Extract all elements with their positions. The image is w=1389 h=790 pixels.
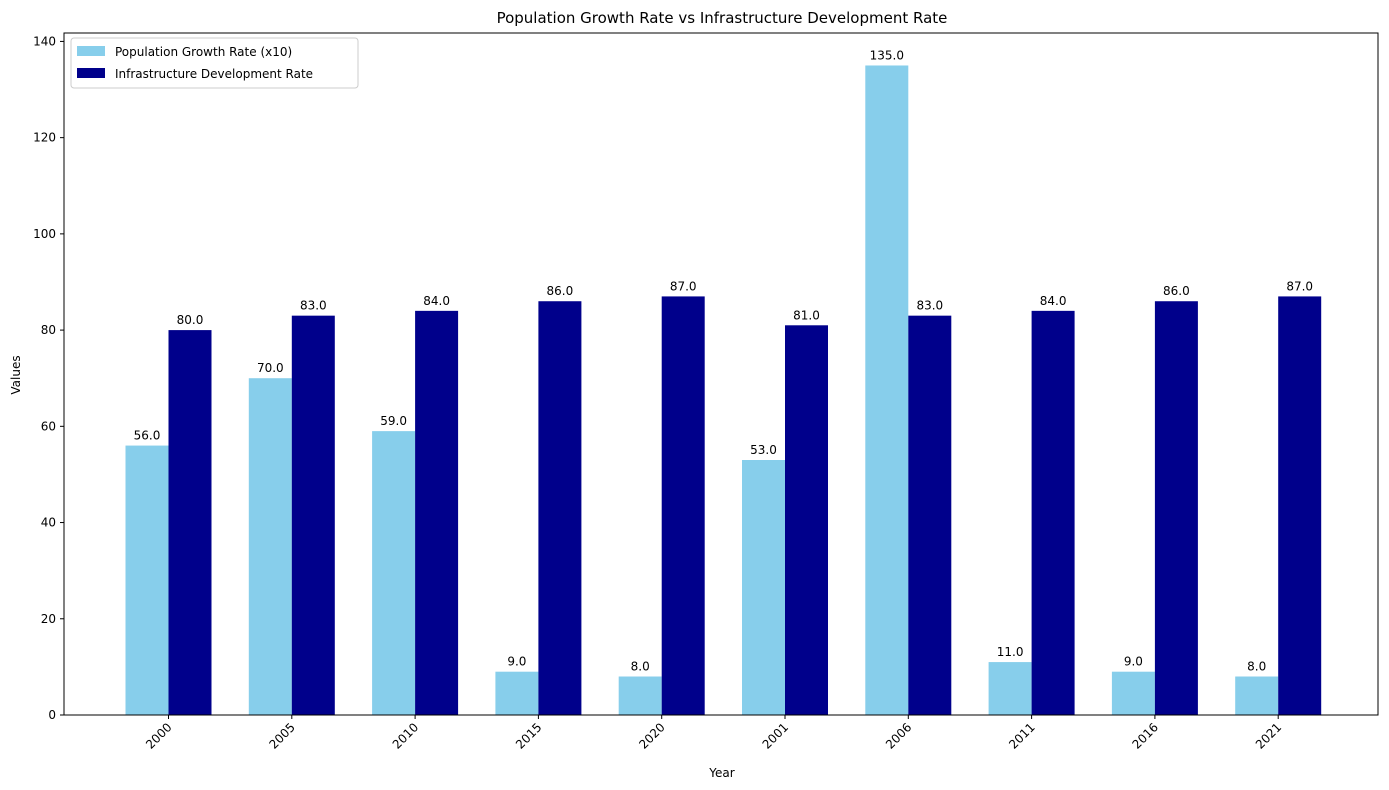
bar-population-2000 [125,445,169,715]
x-tick-label: 2006 [883,720,914,751]
y-tick-label: 80 [41,323,56,337]
data-label: 81.0 [793,308,820,322]
bar-infrastructure-2006 [908,315,952,715]
bar-infrastructure-2020 [661,296,705,715]
y-tick-label: 0 [48,708,56,722]
bar-infrastructure-2005 [291,315,335,715]
y-tick-label: 60 [41,419,56,433]
x-tick-label: 2000 [143,720,174,751]
y-tick-label: 140 [33,34,56,48]
x-tick-label: 2011 [1006,720,1037,751]
data-label: 135.0 [870,48,904,62]
plot-frame [63,32,1379,716]
data-label: 87.0 [1286,279,1313,293]
x-tick-label: 2020 [636,720,667,751]
legend-label: Population Growth Rate (x10) [115,45,292,59]
data-label: 83.0 [300,299,327,313]
y-tick-label: 100 [33,227,56,241]
data-label: 9.0 [1124,655,1143,669]
bar-population-2001 [742,460,785,715]
bar-population-2011 [988,662,1032,715]
x-tick-label: 2001 [760,720,791,751]
legend-label: Infrastructure Development Rate [115,67,313,81]
x-tick-label: 2005 [266,720,297,751]
bar-population-2006 [865,65,909,716]
legend: Population Growth Rate (x10) Infrastructu… [70,37,359,89]
data-label: 56.0 [134,429,161,443]
legend-box [70,37,359,89]
bar-population-2010 [372,431,416,715]
x-tick-label: 2016 [1130,720,1161,751]
x-axis-label: Year [708,766,734,780]
x-tick-label: 2021 [1253,720,1284,751]
bar-infrastructure-2000 [168,330,212,715]
bar-infrastructure-2010 [415,310,459,715]
legend-swatch [77,68,105,78]
data-label: 86.0 [1163,284,1190,298]
y-tick-label: 120 [33,131,56,145]
data-label: 8.0 [1247,660,1266,674]
y-tick-label: 20 [41,612,56,626]
bar-population-2015 [495,671,539,715]
data-label: 53.0 [750,443,777,457]
x-tick-label: 2015 [513,720,544,751]
bar-population-2021 [1235,676,1279,715]
bar-population-2020 [618,676,662,715]
data-label: 83.0 [916,299,943,313]
legend-swatch [77,46,105,56]
data-label: 87.0 [670,279,697,293]
data-label: 84.0 [423,294,450,308]
data-label: 59.0 [380,414,407,428]
bar-population-2016 [1111,671,1155,715]
data-label: 11.0 [997,645,1024,659]
plot-area: 56.0 70.0 59.0 9.0 8.0 53.0 135.0 11.0 9.0 8.0 80.… [33,32,1379,752]
data-label: 9.0 [507,655,526,669]
data-label: 84.0 [1040,294,1067,308]
y-tick-label: 40 [41,516,56,530]
data-label: 70.0 [257,361,284,375]
y-axis-label: Values [9,355,23,394]
bar-infrastructure-2001 [785,325,828,715]
bar-population-2005 [248,378,292,715]
x-tick-label: 2010 [390,720,421,751]
data-label: 8.0 [631,660,650,674]
data-label: 80.0 [177,313,204,327]
bar-infrastructure-2015 [538,301,582,715]
bar-infrastructure-2021 [1278,296,1322,715]
bar-infrastructure-2016 [1154,301,1198,715]
data-label: 86.0 [547,284,574,298]
chart-title: Population Growth Rate vs Infrastructure… [497,9,948,27]
bar-infrastructure-2011 [1031,310,1075,715]
